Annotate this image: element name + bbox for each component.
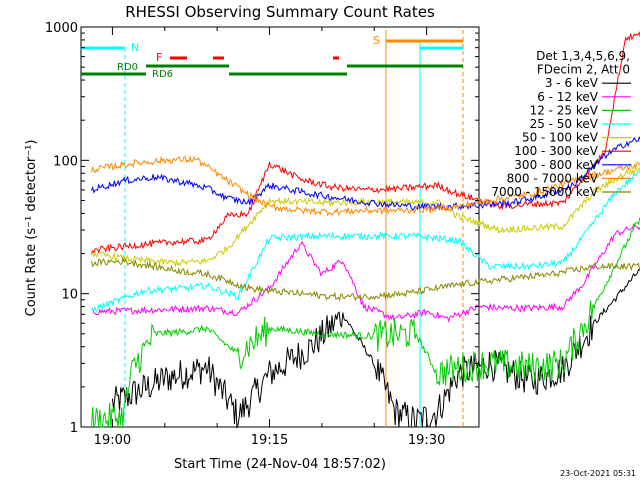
x-axis-label: Start Time (24-Nov-04 18:57:02) — [174, 457, 386, 472]
y-tick-label: 10 — [61, 288, 78, 303]
annotation-rd6: RD6 — [152, 69, 173, 80]
y-axis-label: Count Rate (s⁻¹ detector⁻¹) — [24, 140, 39, 317]
legend-label: 6 - 12 keV — [537, 90, 599, 104]
y-tick-label: 1000 — [45, 21, 78, 36]
legend-label: 100 - 300 keV — [514, 144, 598, 158]
y-tick-label: 1 — [70, 421, 78, 436]
legend-label: 12 - 25 keV — [530, 103, 599, 117]
annotation-n: N — [131, 41, 139, 54]
legend-header: FDecim 2, Att 0 — [537, 63, 630, 77]
chart-title: RHESSI Observing Summary Count Rates — [125, 3, 435, 21]
legend-label: 50 - 100 keV — [522, 131, 599, 145]
x-tick-label: 19:00 — [94, 433, 131, 448]
annotation-f: F — [156, 51, 162, 64]
legend-header: Det 1,3,4,5,6,9, — [536, 49, 630, 63]
timestamp: 23-Oct-2021 05:31 — [560, 469, 636, 478]
legend-label: 300 - 800 keV — [514, 158, 598, 172]
y-tick-label: 100 — [53, 154, 78, 169]
annotation-rd0: RD0 — [117, 62, 138, 73]
legend-label: 7000 - 15000 keV — [491, 185, 598, 199]
annotation-s: S — [373, 34, 380, 47]
legend-label: 800 - 7000 keV — [507, 171, 599, 185]
legend-label: 25 - 50 keV — [530, 117, 599, 131]
x-tick-label: 19:15 — [251, 433, 288, 448]
legend-label: 3 - 6 keV — [545, 76, 599, 90]
x-tick-label: 19:30 — [408, 433, 445, 448]
